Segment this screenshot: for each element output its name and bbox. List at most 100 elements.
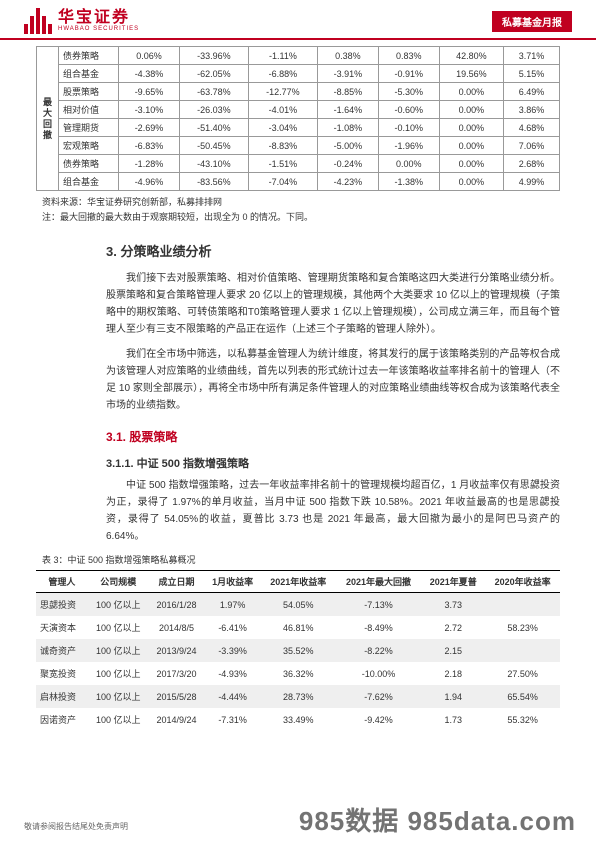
- data-cell: 思勰投资: [36, 593, 88, 617]
- data-cell: 7.06%: [503, 137, 559, 155]
- data-cell: -12.77%: [248, 83, 317, 101]
- data-cell: -1.64%: [317, 101, 378, 119]
- data-cell: -0.10%: [378, 119, 439, 137]
- data-cell: -8.83%: [248, 137, 317, 155]
- data-cell: -6.88%: [248, 65, 317, 83]
- section-3-para-2: 我们在全市场中筛选，以私募基金管理人为统计维度，将其发行的属于该策略类别的产品等…: [106, 346, 560, 414]
- row-label: 组合基金: [59, 65, 119, 83]
- row-label: 相对价值: [59, 101, 119, 119]
- row-label: 组合基金: [59, 173, 119, 191]
- data-cell: 2014/9/24: [149, 708, 205, 731]
- data-cell: 65.54%: [485, 685, 560, 708]
- row-label: 股票策略: [59, 83, 119, 101]
- data-cell: 1.94: [421, 685, 485, 708]
- table-row: 最大回撤债券策略0.06%-33.96%-1.11%0.38%0.83%42.8…: [37, 47, 560, 65]
- data-cell: 2016/1/28: [149, 593, 205, 617]
- data-cell: 启林投资: [36, 685, 88, 708]
- data-cell: -10.00%: [336, 662, 422, 685]
- table-row: 宏观策略-6.83%-50.45%-8.83%-5.00%-1.96%0.00%…: [37, 137, 560, 155]
- data-cell: 19.56%: [439, 65, 503, 83]
- data-cell: 2.18: [421, 662, 485, 685]
- table-row: 股票策略-9.65%-63.78%-12.77%-8.85%-5.30%0.00…: [37, 83, 560, 101]
- data-cell: -4.96%: [119, 173, 180, 191]
- data-cell: 58.23%: [485, 616, 560, 639]
- section-3-title: 3. 分策略业绩分析: [106, 241, 560, 260]
- table-note: 注：最大回撤的最大数由于观察期较短，出现全为 0 的情况。下同。: [36, 210, 560, 223]
- data-cell: 0.00%: [378, 155, 439, 173]
- bottom-table-title: 表 3：中证 500 指数增强策略私募概况: [42, 553, 560, 566]
- logo-cn: 华宝证券: [58, 10, 139, 26]
- data-cell: [485, 593, 560, 617]
- data-cell: 0.00%: [439, 173, 503, 191]
- data-cell: -50.45%: [179, 137, 248, 155]
- data-cell: 因诺资产: [36, 708, 88, 731]
- data-cell: 42.80%: [439, 47, 503, 65]
- logo-bars-icon: [24, 8, 52, 34]
- column-header: 管理人: [36, 571, 88, 593]
- data-cell: -7.62%: [336, 685, 422, 708]
- data-cell: 2017/3/20: [149, 662, 205, 685]
- data-cell: 100 亿以上: [88, 662, 149, 685]
- column-header: 2021年夏普: [421, 571, 485, 593]
- data-cell: -1.11%: [248, 47, 317, 65]
- data-cell: -8.22%: [336, 639, 422, 662]
- data-cell: 4.68%: [503, 119, 559, 137]
- data-cell: -4.38%: [119, 65, 180, 83]
- data-cell: 27.50%: [485, 662, 560, 685]
- data-cell: -0.91%: [378, 65, 439, 83]
- data-cell: 2.72: [421, 616, 485, 639]
- data-cell: 3.86%: [503, 101, 559, 119]
- data-cell: 2014/8/5: [149, 616, 205, 639]
- data-cell: 0.06%: [119, 47, 180, 65]
- data-cell: -3.10%: [119, 101, 180, 119]
- section-3-1-title: 3.1. 股票策略: [106, 428, 560, 445]
- data-cell: 6.49%: [503, 83, 559, 101]
- page-content: 最大回撤债券策略0.06%-33.96%-1.11%0.38%0.83%42.8…: [0, 40, 596, 731]
- data-cell: 36.32%: [261, 662, 336, 685]
- data-cell: -8.85%: [317, 83, 378, 101]
- table-row: 天演资本100 亿以上2014/8/5-6.41%46.81%-8.49%2.7…: [36, 616, 560, 639]
- table-row: 启林投资100 亿以上2015/5/28-4.44%28.73%-7.62%1.…: [36, 685, 560, 708]
- data-cell: 54.05%: [261, 593, 336, 617]
- footer-disclaimer: 敬请参阅报告结尾处免责声明: [24, 821, 128, 832]
- data-cell: -5.30%: [378, 83, 439, 101]
- section-3-1-1-para: 中证 500 指数增强策略，过去一年收益率排名前十的管理规模均超百亿，1 月收益…: [106, 477, 560, 545]
- watermark: 985数据 985data.com: [299, 801, 576, 838]
- data-cell: -1.96%: [378, 137, 439, 155]
- data-cell: -2.69%: [119, 119, 180, 137]
- data-cell: 2013/9/24: [149, 639, 205, 662]
- column-header: 2020年收益率: [485, 571, 560, 593]
- data-cell: 0.00%: [439, 101, 503, 119]
- data-cell: 46.81%: [261, 616, 336, 639]
- row-group-header: 最大回撤: [37, 47, 59, 191]
- report-badge: 私募基金月报: [492, 11, 572, 32]
- hwabao-logo: 华宝证券 HWABAO SECURITIES: [24, 8, 139, 34]
- table-row: 相对价值-3.10%-26.03%-4.01%-1.64%-0.60%0.00%…: [37, 101, 560, 119]
- data-cell: 0.83%: [378, 47, 439, 65]
- data-cell: 4.99%: [503, 173, 559, 191]
- max-drawdown-table: 最大回撤债券策略0.06%-33.96%-1.11%0.38%0.83%42.8…: [36, 46, 560, 191]
- data-cell: -33.96%: [179, 47, 248, 65]
- data-cell: 0.00%: [439, 119, 503, 137]
- data-cell: 2015/5/28: [149, 685, 205, 708]
- data-cell: 33.49%: [261, 708, 336, 731]
- data-cell: 100 亿以上: [88, 593, 149, 617]
- data-cell: -26.03%: [179, 101, 248, 119]
- data-cell: 35.52%: [261, 639, 336, 662]
- data-cell: 1.73: [421, 708, 485, 731]
- data-cell: 1.97%: [204, 593, 261, 617]
- page-header: 华宝证券 HWABAO SECURITIES 私募基金月报: [0, 0, 596, 40]
- table-row: 组合基金-4.96%-83.56%-7.04%-4.23%-1.38%0.00%…: [37, 173, 560, 191]
- data-cell: 0.00%: [439, 83, 503, 101]
- table-row: 思勰投资100 亿以上2016/1/281.97%54.05%-7.13%3.7…: [36, 593, 560, 617]
- data-cell: 3.71%: [503, 47, 559, 65]
- data-cell: 100 亿以上: [88, 685, 149, 708]
- data-cell: -0.60%: [378, 101, 439, 119]
- data-cell: -0.24%: [317, 155, 378, 173]
- data-cell: 2.68%: [503, 155, 559, 173]
- data-cell: -3.04%: [248, 119, 317, 137]
- data-cell: -43.10%: [179, 155, 248, 173]
- data-cell: -9.65%: [119, 83, 180, 101]
- data-cell: -83.56%: [179, 173, 248, 191]
- data-cell: [485, 639, 560, 662]
